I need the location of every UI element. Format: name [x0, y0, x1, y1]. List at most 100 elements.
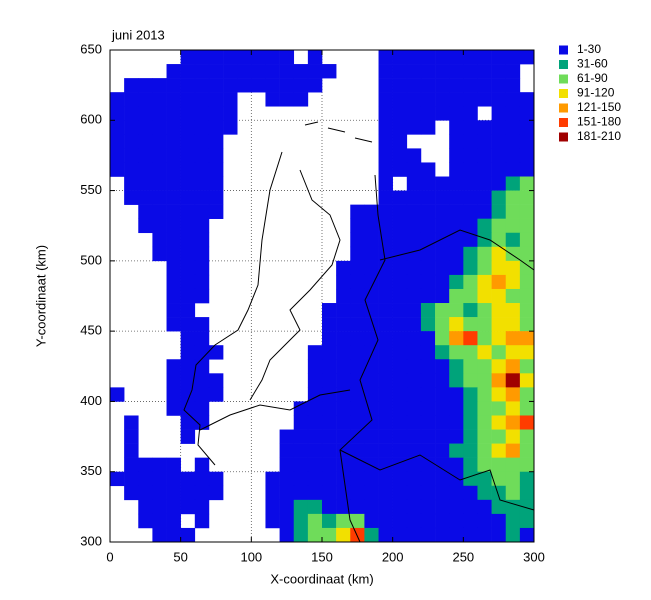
cell: [505, 162, 521, 177]
cell: [378, 331, 393, 346]
cell: [124, 176, 139, 191]
cell: [322, 485, 337, 501]
cell: [463, 457, 478, 473]
cell: [392, 513, 408, 529]
cell: [378, 162, 393, 177]
cell: [463, 303, 478, 318]
cell: [138, 457, 153, 473]
cell: [166, 513, 181, 529]
cell: [519, 190, 535, 205]
cell: [463, 401, 478, 416]
coastline: [183, 121, 535, 543]
cell: [322, 331, 337, 346]
cell: [491, 471, 507, 487]
cell: [194, 50, 210, 65]
cell: [208, 373, 224, 388]
cell: [293, 471, 309, 487]
cell: [166, 246, 181, 262]
cell: [435, 429, 450, 444]
cell: [392, 162, 408, 177]
cell: [491, 317, 507, 332]
cell: [208, 134, 224, 149]
cell: [180, 176, 196, 191]
cell: [406, 246, 422, 262]
cell: [322, 345, 337, 360]
cell: [477, 527, 492, 543]
cell: [505, 232, 521, 248]
cell: [519, 331, 535, 346]
cell: [194, 190, 210, 205]
cell: [378, 387, 393, 402]
cell: [505, 471, 521, 487]
cell: [180, 303, 196, 318]
cell: [293, 499, 309, 515]
cell: [463, 190, 478, 205]
cell: [519, 317, 535, 332]
cell: [519, 359, 535, 374]
cell: [505, 274, 521, 290]
cell: [505, 148, 521, 163]
cell: [519, 274, 535, 290]
cell: [406, 527, 422, 543]
cell: [293, 443, 309, 458]
cell: [519, 303, 535, 318]
cell: [293, 513, 309, 529]
inland-path: [249, 169, 341, 401]
cell: [166, 457, 181, 473]
cell: [180, 204, 196, 219]
cell: [166, 92, 181, 107]
legend-swatch: [559, 132, 568, 142]
cell: [392, 317, 408, 332]
cell: [463, 527, 478, 543]
cell: [435, 331, 450, 346]
cell: [194, 162, 210, 177]
cell: [406, 443, 422, 458]
cell: [152, 204, 167, 219]
cell: [265, 499, 280, 515]
cell: [406, 373, 422, 388]
cell: [477, 274, 492, 290]
cell: [505, 387, 521, 402]
cell: [279, 499, 295, 515]
cell: [237, 50, 252, 65]
cell: [449, 345, 464, 360]
cell: [477, 134, 492, 149]
cell: [138, 485, 153, 501]
cell: [194, 106, 210, 121]
cell: [392, 485, 408, 501]
cell: [307, 345, 323, 360]
cell: [124, 190, 139, 205]
cell: [491, 527, 507, 543]
cell: [364, 429, 379, 444]
cell: [350, 527, 365, 543]
cell: [194, 120, 210, 135]
cell: [208, 345, 224, 360]
cell: [449, 288, 464, 304]
cell: [180, 471, 196, 487]
cell: [420, 387, 436, 402]
cell: [378, 471, 393, 487]
cell: [420, 64, 436, 79]
cell: [505, 457, 521, 473]
cell: [519, 260, 535, 276]
cell: [505, 485, 521, 501]
cell: [364, 485, 379, 501]
cell: [265, 485, 280, 501]
cell: [166, 162, 181, 177]
cell: [124, 134, 139, 149]
cell: [124, 92, 139, 107]
cell: [491, 415, 507, 430]
cell: [293, 485, 309, 501]
cell: [406, 78, 422, 93]
cell: [124, 485, 139, 501]
cell: [223, 78, 238, 93]
cell: [322, 527, 337, 543]
cell: [463, 64, 478, 79]
cell: [519, 429, 535, 444]
cell: [124, 457, 139, 473]
cell: [336, 303, 351, 318]
cell: [378, 401, 393, 416]
cell: [350, 443, 365, 458]
cell: [435, 246, 450, 262]
